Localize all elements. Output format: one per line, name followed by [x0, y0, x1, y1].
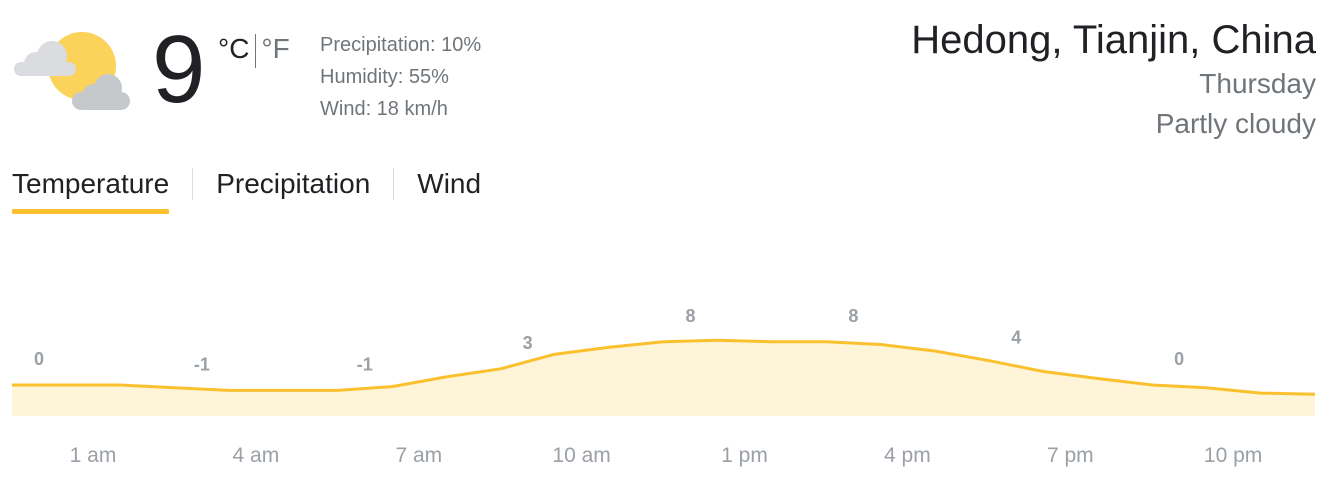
unit-toggle: °C °F — [218, 32, 290, 68]
temperature-area — [12, 340, 1315, 416]
current-temperature: 9 — [152, 16, 206, 123]
temperature-value-label: 3 — [523, 333, 533, 353]
temperature-value-label: 4 — [1011, 327, 1021, 347]
precipitation-detail: Precipitation: 10% — [320, 34, 482, 56]
time-axis-label: 10 am — [552, 444, 610, 467]
temperature-line — [12, 338, 1316, 396]
temperature-value-label: -1 — [194, 354, 210, 374]
tab-precipitation[interactable]: Precipitation — [216, 168, 371, 199]
fahrenheit-unit[interactable]: °F — [261, 33, 290, 64]
temperature-chart: 0 -1 -1 3 8 8 4 0 1 am 4 am 7 am 10 am 1 pm 4 pm 7 pm… — [12, 306, 1316, 467]
time-axis-label: 1 pm — [721, 444, 768, 467]
forecast-day: Thursday — [1199, 68, 1316, 99]
tab-temperature[interactable]: Temperature — [12, 162, 170, 214]
celsius-unit[interactable]: °C — [218, 33, 250, 64]
humidity-detail: Humidity: 55% — [320, 66, 449, 88]
time-axis-label: 4 pm — [884, 444, 931, 467]
weather-condition: Partly cloudy — [1155, 108, 1316, 139]
forecast-tabs: Temperature Precipitation Wind — [12, 162, 481, 218]
location-info: Hedong, Tianjin, China Thursday Partly c… — [911, 16, 1316, 144]
time-axis-label: 1 am — [70, 444, 117, 467]
location-name: Hedong, Tianjin, China — [911, 18, 1316, 62]
tab-wind[interactable]: Wind — [417, 168, 482, 199]
wind-detail: Wind: 18 km/h — [320, 98, 448, 120]
temperature-value-label: 8 — [685, 306, 695, 326]
tab-divider — [393, 168, 395, 200]
unit-divider — [255, 34, 257, 68]
temperature-value-label: 0 — [34, 349, 44, 369]
time-axis-label: 7 pm — [1047, 444, 1094, 467]
temperature-value-label: -1 — [357, 354, 373, 374]
time-axis-label: 7 am — [395, 444, 442, 467]
time-axis-label: 10 pm — [1204, 444, 1262, 467]
time-axis-label: 4 am — [233, 444, 280, 467]
weather-details: Precipitation: 10% Humidity: 55% Wind: 1… — [320, 29, 481, 125]
tab-divider — [192, 168, 194, 200]
temperature-value-label: 8 — [848, 306, 858, 326]
partly-cloudy-icon — [14, 32, 130, 110]
temperature-value-label: 0 — [1174, 349, 1184, 369]
